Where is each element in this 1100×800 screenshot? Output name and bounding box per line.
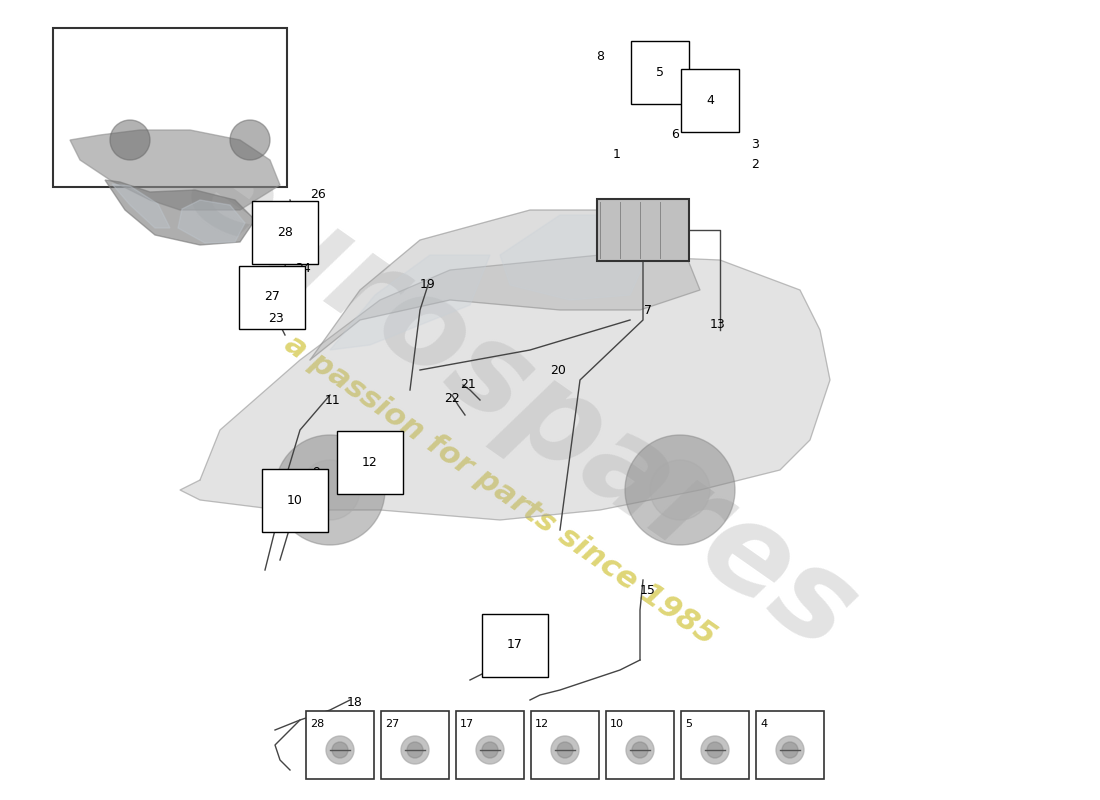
Bar [381,711,449,779]
Circle shape [650,460,710,520]
Polygon shape [330,255,490,350]
Circle shape [782,742,797,758]
Text: 12: 12 [362,455,378,469]
Circle shape [707,742,723,758]
Text: 15: 15 [640,583,656,597]
Circle shape [557,742,573,758]
Text: 20: 20 [550,363,565,377]
Circle shape [332,742,348,758]
Text: 11: 11 [326,394,341,406]
Text: 25: 25 [304,209,320,222]
Text: 19: 19 [420,278,436,291]
Text: 5: 5 [656,66,664,78]
Bar [681,711,749,779]
Text: 1: 1 [613,149,620,162]
Circle shape [230,120,270,160]
Text: 16: 16 [527,649,543,662]
Text: 10: 10 [287,494,303,506]
Text: 10: 10 [610,719,624,729]
Circle shape [407,742,424,758]
Text: 13: 13 [711,318,726,331]
Polygon shape [310,210,700,360]
Bar [306,711,374,779]
Text: 17: 17 [507,638,522,651]
FancyBboxPatch shape [53,28,287,187]
Text: 23: 23 [268,311,284,325]
Text: 8: 8 [596,50,604,63]
Polygon shape [180,255,830,520]
Polygon shape [500,215,650,300]
Circle shape [402,736,429,764]
Text: 2: 2 [751,158,759,171]
Circle shape [632,742,648,758]
Text: 7: 7 [644,303,652,317]
Bar [606,711,674,779]
Text: 6: 6 [671,129,679,142]
Text: 22: 22 [444,391,460,405]
Text: 27: 27 [264,290,279,303]
Bar [456,711,524,779]
Text: 28: 28 [310,719,324,729]
Circle shape [551,736,579,764]
Bar [531,711,600,779]
Text: 12: 12 [535,719,549,729]
Polygon shape [70,130,280,210]
Circle shape [625,435,735,545]
Text: 5: 5 [685,719,692,729]
Text: 17: 17 [460,719,474,729]
Text: 21: 21 [460,378,476,391]
Circle shape [110,120,150,160]
Circle shape [482,742,498,758]
Text: 3: 3 [751,138,759,151]
Text: 26: 26 [310,189,326,202]
Polygon shape [104,180,255,245]
Circle shape [275,435,385,545]
Circle shape [476,736,504,764]
Text: 27: 27 [385,719,399,729]
Circle shape [300,460,360,520]
Text: a passion for parts since 1985: a passion for parts since 1985 [279,329,720,651]
Circle shape [326,736,354,764]
Text: 28: 28 [277,226,293,238]
Circle shape [701,736,729,764]
Text: 9: 9 [312,466,320,478]
Text: 4: 4 [706,94,714,106]
Circle shape [776,736,804,764]
Text: 4: 4 [760,719,767,729]
Text: 24: 24 [295,262,311,274]
Text: 18: 18 [348,697,363,710]
Polygon shape [178,200,245,243]
FancyBboxPatch shape [597,199,689,261]
Circle shape [626,736,654,764]
Bar [756,711,824,779]
Text: eurospares: eurospares [162,124,879,676]
Polygon shape [112,184,170,228]
